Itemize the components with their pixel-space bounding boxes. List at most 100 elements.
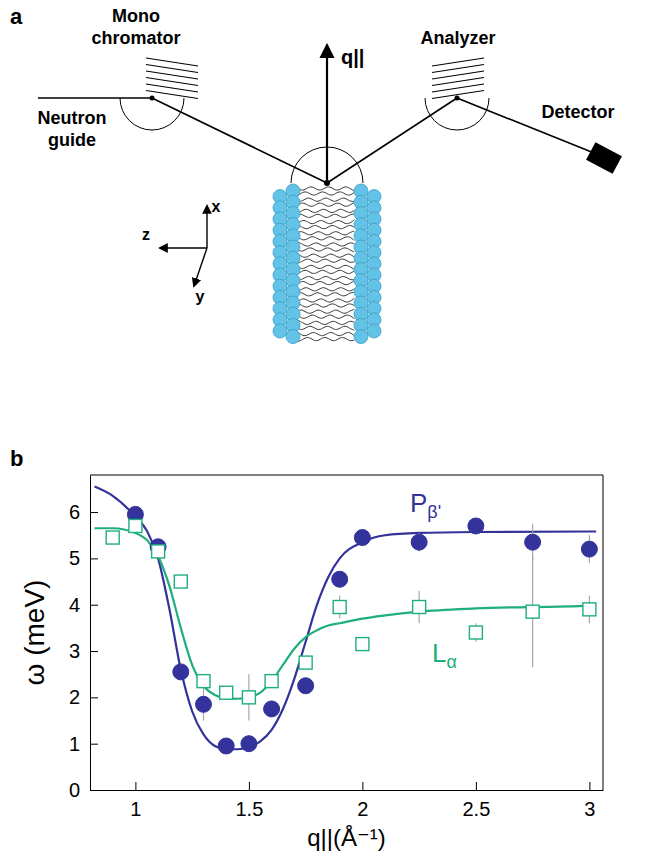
tick: 2 xyxy=(69,686,98,708)
lipid-chain xyxy=(298,332,354,336)
coord-axis xyxy=(160,247,207,248)
monochromator-crystal xyxy=(146,65,198,73)
lipid-chain xyxy=(298,259,354,263)
axis-line xyxy=(91,790,604,791)
data-point xyxy=(129,519,142,532)
tick-mark xyxy=(476,782,477,790)
data-point xyxy=(299,656,312,669)
tick-label: 0 xyxy=(69,779,80,801)
tick-label: 1 xyxy=(69,733,80,755)
lipid-chain xyxy=(298,242,354,246)
tick: 3 xyxy=(69,640,98,662)
neutron-guide xyxy=(38,97,152,99)
data-point xyxy=(197,675,210,688)
tick-mark xyxy=(249,782,250,790)
x-axis-title: q||(Å⁻¹) xyxy=(307,824,385,851)
plot-area xyxy=(95,487,598,754)
fit-line xyxy=(95,528,597,698)
lipid-chain xyxy=(298,292,354,296)
lipid-chain xyxy=(298,187,354,191)
tick: 5 xyxy=(69,547,98,569)
lipid-chain xyxy=(298,276,354,280)
tick: 1 xyxy=(69,733,98,755)
tick-mark xyxy=(90,744,98,745)
data-point xyxy=(264,701,280,717)
series-label: Lα xyxy=(432,638,457,672)
lipid-chain xyxy=(298,198,354,202)
frame xyxy=(90,475,603,476)
coord-label: y xyxy=(196,288,205,305)
series-label: Pβ' xyxy=(410,488,441,522)
lipid-chain xyxy=(298,248,354,252)
data-point xyxy=(173,664,189,680)
tick: 3 xyxy=(584,782,595,820)
lipid-chain xyxy=(298,237,354,241)
data-point xyxy=(581,541,597,557)
y-axis-title: ω (meV) xyxy=(19,580,50,686)
analyzer-crystal xyxy=(432,65,484,73)
lipid-chain xyxy=(298,214,354,218)
tick: 6 xyxy=(69,501,98,523)
coord-label: z xyxy=(142,226,150,243)
lipid-chain xyxy=(298,254,354,258)
diagram-label: Monochromator xyxy=(91,6,180,48)
tick-mark xyxy=(589,782,590,790)
membrane xyxy=(273,184,381,344)
monochromator-crystal xyxy=(146,84,198,92)
tick-mark xyxy=(90,605,98,606)
pivot xyxy=(150,96,155,101)
lipid-chain xyxy=(298,315,354,319)
lipid-chain xyxy=(298,320,354,324)
tick-mark xyxy=(90,651,98,652)
pivot xyxy=(455,96,460,101)
data-point xyxy=(195,696,211,712)
data-point xyxy=(106,531,119,544)
angle-arc xyxy=(120,98,184,130)
panel-letter: b xyxy=(10,446,23,471)
diagram-label: Analyzer xyxy=(420,28,495,48)
chart: 11.522.530123456ω (meV)q||(Å⁻¹)Pβ'Lα xyxy=(19,475,604,851)
tick: 1 xyxy=(130,782,141,820)
lipid-chain xyxy=(298,220,354,224)
beam xyxy=(327,98,457,183)
tick-label: 2 xyxy=(357,798,368,820)
beam xyxy=(152,98,327,183)
x-axis: 1 1.5 2 2.5 3 xyxy=(91,782,604,820)
data-point xyxy=(411,534,427,550)
tick-mark xyxy=(90,790,98,791)
lipid-chain xyxy=(298,265,354,269)
tick-mark xyxy=(362,782,363,790)
data-point xyxy=(354,530,370,546)
lipid-chain xyxy=(298,288,354,292)
tick-label: 3 xyxy=(69,640,80,662)
q-arrow xyxy=(326,46,328,183)
lipid-chain xyxy=(298,270,354,274)
lipid-chain xyxy=(298,192,354,196)
diagram-label: Detector xyxy=(541,102,614,122)
data-point xyxy=(241,736,257,752)
figure: abq||xyzMonochromatorNeutronguideAnalyze… xyxy=(0,0,648,858)
head-group xyxy=(286,330,300,344)
data-point xyxy=(469,626,482,639)
tick: 2.5 xyxy=(462,782,490,820)
tick-label: 1 xyxy=(130,798,141,820)
tick: 0 xyxy=(69,779,98,801)
head-group xyxy=(273,324,287,338)
data-point xyxy=(356,638,369,651)
data-point xyxy=(220,686,233,699)
y-axis: 0123456 xyxy=(69,476,98,801)
analyzer-crystal xyxy=(432,78,484,86)
lipid-chain xyxy=(298,231,354,235)
data-point xyxy=(332,571,348,587)
data-point xyxy=(525,534,541,550)
data-point xyxy=(218,738,234,754)
analyzer-crystal xyxy=(432,84,484,92)
diagram-label: Neutronguide xyxy=(38,108,107,150)
tick-label: 1.5 xyxy=(235,798,263,820)
lipid-chain xyxy=(298,281,354,285)
analyzer-crystal xyxy=(432,58,484,66)
tick-label: 2.5 xyxy=(462,798,490,820)
lipid-chain xyxy=(298,225,354,229)
coord-label: x xyxy=(212,198,221,215)
lipid-chain xyxy=(298,202,354,206)
